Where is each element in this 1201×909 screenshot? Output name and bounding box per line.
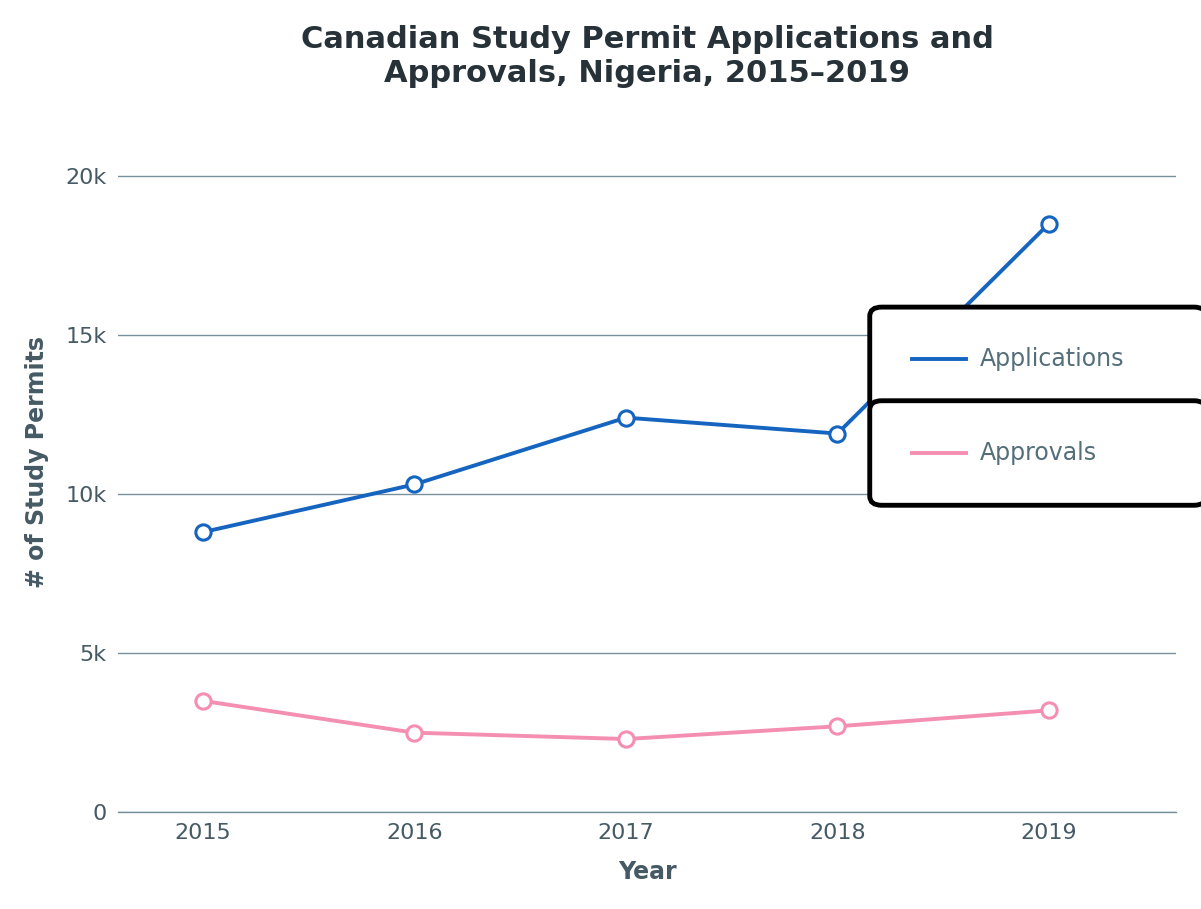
X-axis label: Year: Year — [617, 860, 676, 884]
Line: Applications: Applications — [195, 216, 1057, 540]
Applications — [196, 526, 210, 537]
Applications — [407, 479, 422, 490]
Applications — [1041, 218, 1056, 229]
Text: Applications: Applications — [980, 347, 1125, 372]
Applications — [619, 412, 633, 423]
Title: Canadian Study Permit Applications and
Approvals, Nigeria, 2015–2019: Canadian Study Permit Applications and A… — [300, 25, 993, 87]
Approvals — [830, 721, 844, 732]
Approvals — [1041, 705, 1056, 716]
Approvals — [407, 727, 422, 738]
Y-axis label: # of Study Permits: # of Study Permits — [25, 336, 49, 588]
Applications — [830, 428, 844, 439]
Approvals — [619, 734, 633, 744]
Line: Approvals: Approvals — [195, 694, 1057, 746]
Approvals — [196, 695, 210, 706]
Text: Approvals: Approvals — [980, 441, 1098, 465]
